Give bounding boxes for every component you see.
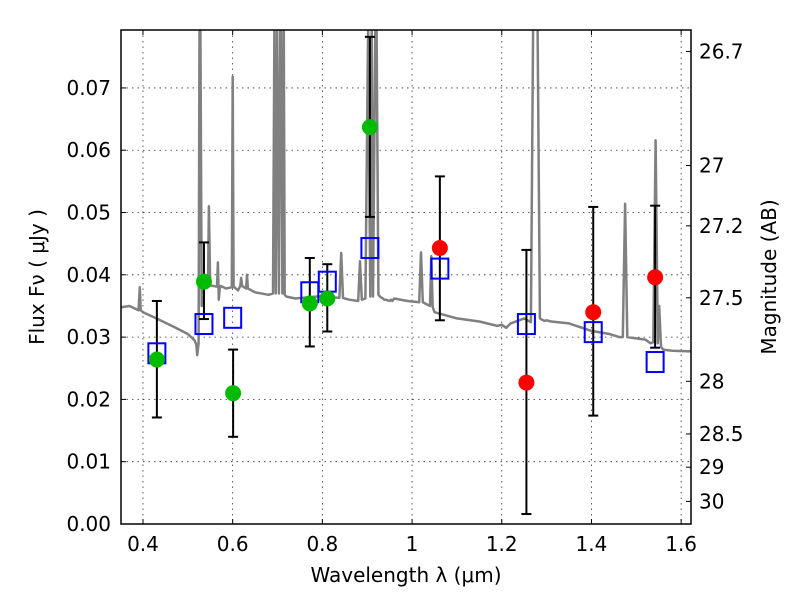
model-band-flux-marker [194, 313, 214, 336]
plot-frame [120, 29, 692, 525]
y2-tick-label: 29 [699, 455, 724, 479]
y-tick-label: 0.06 [66, 138, 111, 162]
y-tick-label: 0.07 [66, 76, 111, 100]
green-photometry-marker [225, 385, 242, 402]
model-spectrum-line [121, 30, 691, 357]
model-band-flux-marker [430, 257, 450, 280]
axes: 0.4 0.6 0.8 1 1.2 1.4 1.6 0.00 0.01 0.02 0.03 0.04 0… [66, 30, 744, 556]
model-band-flux-marker [583, 321, 603, 344]
x-tick-label: 1 [406, 532, 419, 556]
y2-axis-label: Magnitude (AB) [757, 199, 781, 354]
x-tick-label: 1.6 [665, 532, 697, 556]
y2-tick-label: 28 [699, 369, 724, 393]
grid [121, 30, 691, 524]
y-tick-label: 0.05 [66, 201, 111, 225]
red-photometry-marker [431, 240, 448, 257]
plot-area [121, 30, 691, 516]
y-tick-label: 0.01 [66, 450, 111, 474]
y-axis-label: Flux Fν ( μJy ) [25, 209, 49, 345]
x-axis-label: Wavelength λ (μm) [310, 563, 501, 587]
red-photometry-marker [585, 304, 602, 321]
green-photometry-marker [301, 295, 318, 312]
y2-tick-label: 30 [699, 489, 724, 513]
x-tick-label: 0.8 [306, 532, 338, 556]
red-photometry-marker [518, 374, 535, 391]
red-photometry-marker [647, 269, 664, 286]
green-photometry-marker [195, 273, 212, 290]
y2-tick-label: 26.7 [699, 39, 744, 63]
model-band-flux-marker [360, 237, 380, 260]
green-photometry-marker [319, 290, 336, 307]
y-tick-label: 0.04 [66, 263, 111, 287]
y2-tick-label: 27.2 [699, 214, 744, 238]
y-tick-label: 0.03 [66, 325, 111, 349]
green-photometry-marker [148, 351, 165, 368]
x-tick-label: 1.2 [486, 532, 518, 556]
y2-tick-label: 27.5 [699, 286, 744, 310]
model-band-flux-marker [516, 313, 536, 336]
model-band-flux-marker [223, 306, 243, 329]
y2-tick-label: 28.5 [699, 422, 744, 446]
model-band-flux-marker [645, 351, 665, 374]
x-tick-label: 0.6 [217, 532, 249, 556]
green-photometry-marker [361, 119, 378, 136]
x-tick-label: 1.4 [576, 532, 608, 556]
y-tick-label: 0.02 [66, 387, 111, 411]
y2-tick-label: 27 [699, 154, 724, 178]
x-tick-label: 0.4 [127, 532, 159, 556]
y-tick-label: 0.00 [66, 512, 111, 536]
